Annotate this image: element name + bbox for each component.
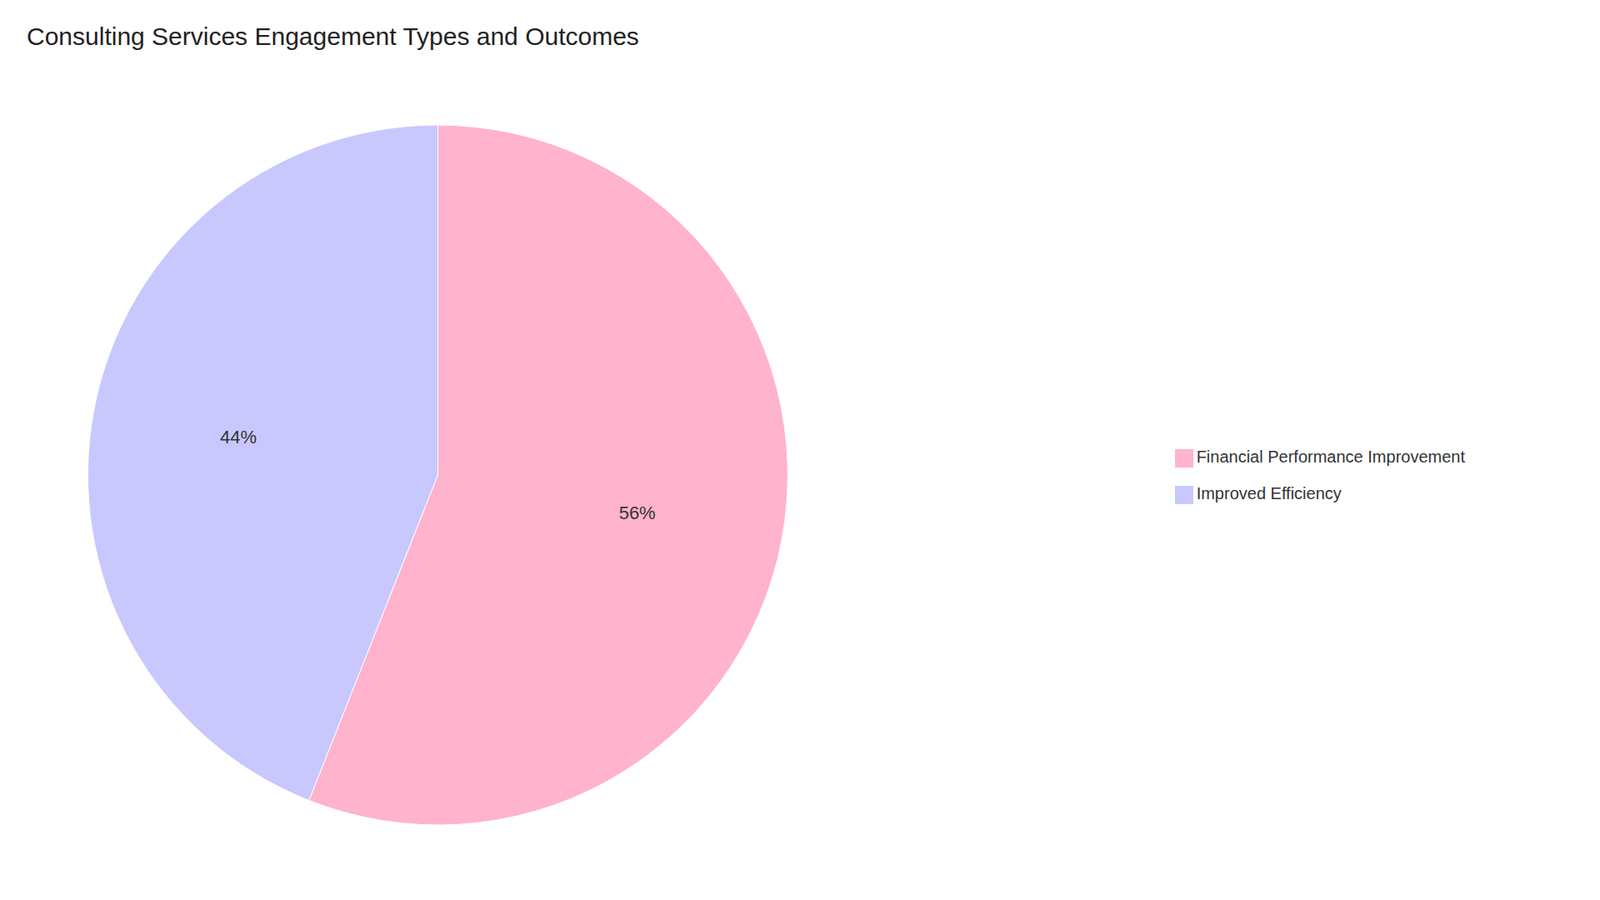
- svg-text:44%: 44%: [220, 426, 257, 448]
- html-text:Consulting Services Engagement: Consulting Services Engagement Types and…: [26, 22, 640, 50]
- svg-text:56%: 56%: [619, 502, 656, 524]
- html-text:Financial Performance Improvem: Financial Performance Improvement: [1196, 447, 1465, 466]
- html-text:Improved Efficiency: Improved Efficiency: [1196, 484, 1342, 503]
